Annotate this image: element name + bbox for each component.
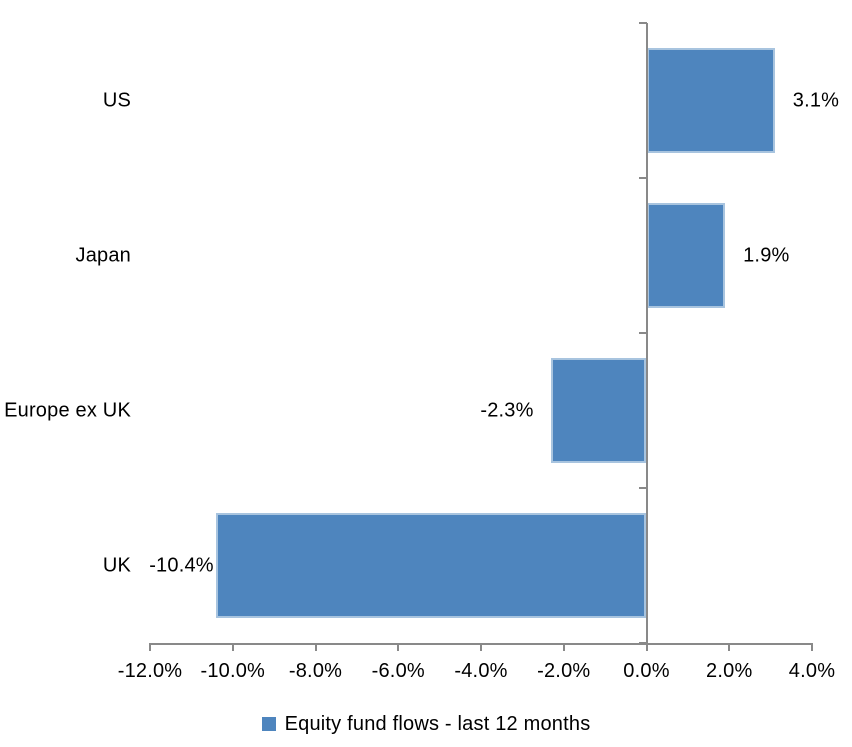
x-tick-mark-3 <box>397 643 400 651</box>
category-label-japan: Japan <box>75 244 131 266</box>
legend-swatch <box>261 717 276 731</box>
y-tick-mark-3 <box>638 487 647 489</box>
bar-europe-ex-uk <box>551 358 647 463</box>
y-tick-mark-1 <box>638 177 647 179</box>
x-axis-line <box>150 643 812 645</box>
x-tick-label-4: -4.0% <box>454 660 508 682</box>
value-label-us: 3.1% <box>792 89 840 111</box>
value-label-japan: 1.9% <box>743 244 790 266</box>
category-label-us: US <box>102 89 131 111</box>
x-tick-mark-6 <box>645 643 648 651</box>
bar-uk <box>216 513 647 618</box>
x-tick-label-1: -10.0% <box>200 660 266 682</box>
value-label-europe-ex-uk: -2.3% <box>480 399 534 421</box>
x-tick-mark-7 <box>728 643 731 651</box>
x-tick-label-8: 4.0% <box>788 660 836 682</box>
x-tick-mark-0 <box>149 643 151 651</box>
bar-japan <box>646 203 726 308</box>
bar-us <box>646 48 775 153</box>
x-tick-label-3: -6.0% <box>371 660 425 682</box>
x-tick-label-2: -8.0% <box>288 660 343 682</box>
x-tick-mark-1 <box>231 643 234 651</box>
y-tick-mark-0 <box>638 22 647 24</box>
x-tick-label-6: 0.0% <box>623 660 670 682</box>
value-label-uk: -10.4% <box>149 554 214 576</box>
x-tick-mark-8 <box>811 643 813 651</box>
category-label-europe-ex-uk: Europe ex UK <box>4 399 131 421</box>
x-tick-mark-5 <box>562 643 565 651</box>
x-tick-label-5: -2.0% <box>537 660 591 682</box>
x-tick-mark-2 <box>314 643 317 651</box>
category-label-uk: UK <box>102 554 131 576</box>
x-tick-label-7: 2.0% <box>706 660 753 682</box>
y-axis-zero-line <box>645 23 648 643</box>
x-tick-label-0: -12.0% <box>117 660 183 682</box>
y-tick-mark-2 <box>638 332 647 334</box>
chart-legend: Equity fund flows - last 12 months <box>0 706 852 742</box>
x-tick-mark-4 <box>480 643 482 651</box>
legend-label: Equity fund flows - last 12 months <box>284 712 591 735</box>
